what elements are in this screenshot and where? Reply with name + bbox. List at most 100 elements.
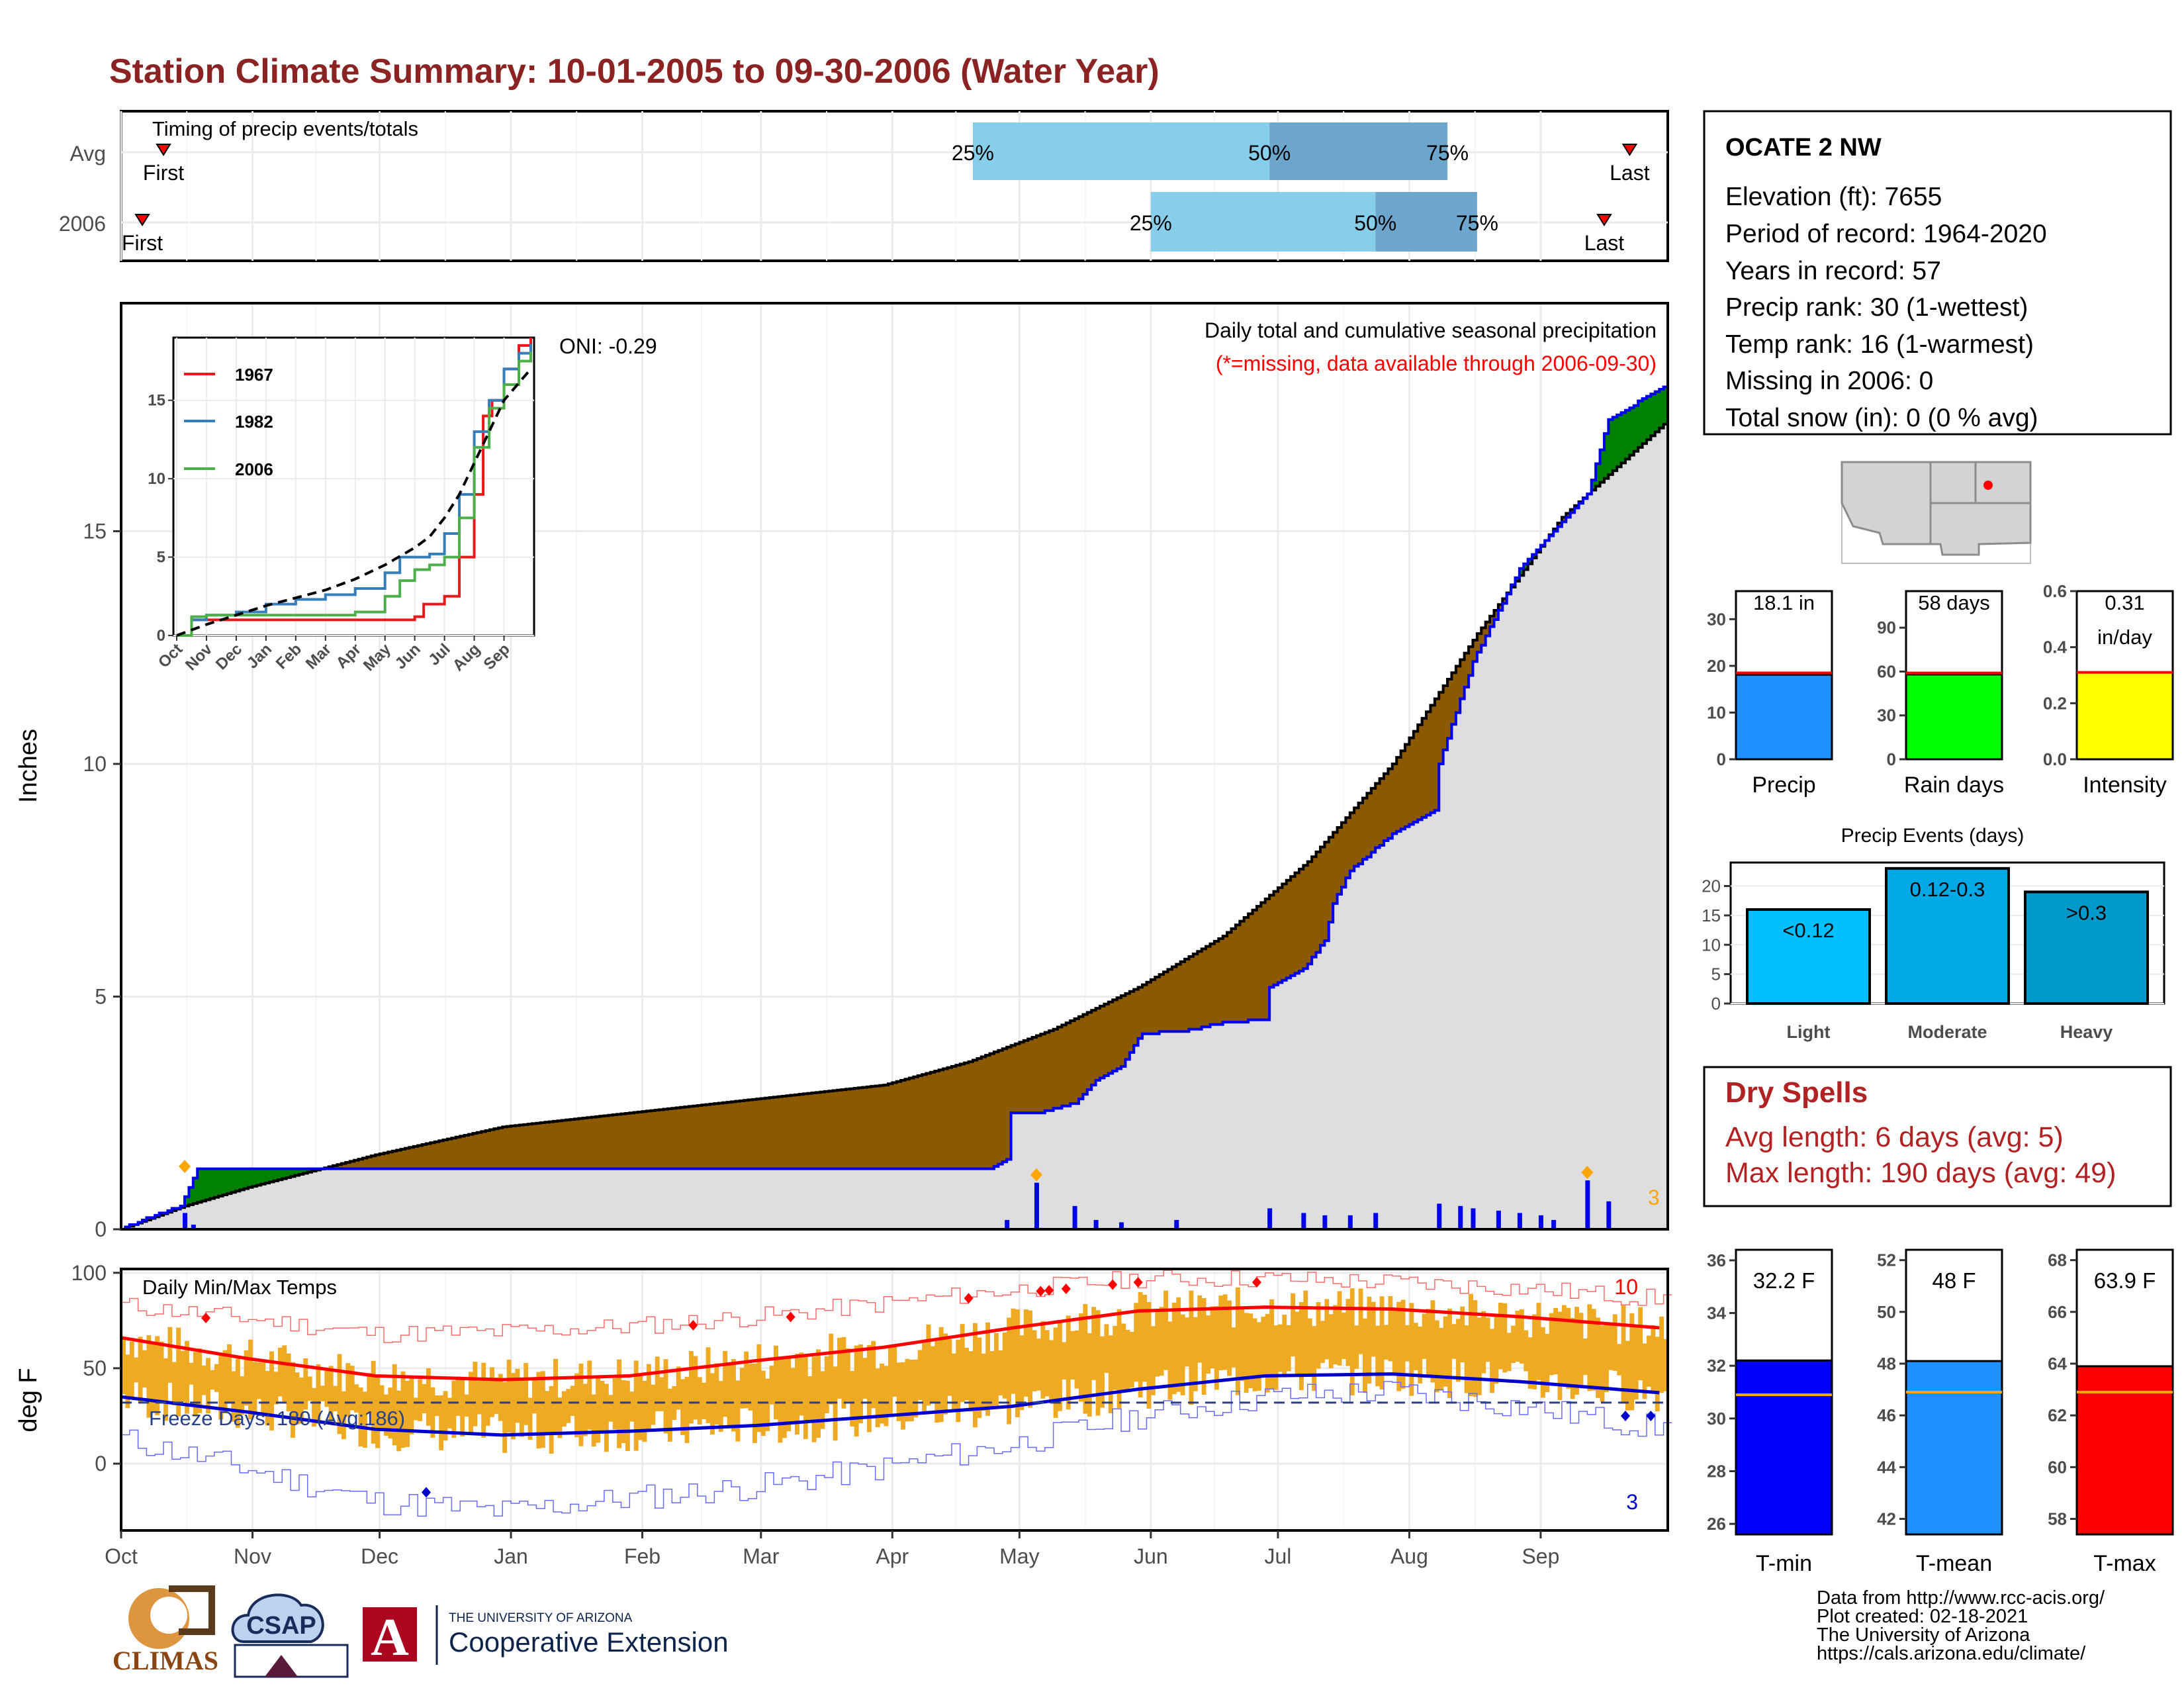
month-tick-label: Apr (876, 1544, 909, 1568)
precip-y-axis: 0 5 10 15 (83, 519, 121, 1241)
drier-band (688, 1106, 694, 1169)
quartile-label: 25% (952, 141, 994, 165)
timing-row-label-2006: 2006 (59, 212, 106, 236)
drier-band (1430, 705, 1435, 813)
drier-band (333, 1165, 338, 1169)
daily-temp-bar (752, 1363, 757, 1443)
temp-summary-tick-label: 62 (2048, 1405, 2067, 1425)
daily-temp-bar (1113, 1325, 1118, 1390)
drier-band (1303, 865, 1308, 969)
summary-bar (2075, 671, 2174, 761)
drier-band (934, 1070, 940, 1169)
daily-temp-bar (930, 1346, 935, 1403)
temp-summary-label: T-mean (1916, 1551, 1992, 1576)
daily-precip-bar (1551, 1219, 1557, 1229)
daily-temp-bar (570, 1385, 575, 1416)
daily-temp-bar (981, 1353, 986, 1411)
wetter-band (231, 1168, 236, 1193)
daily-temp-bar (231, 1371, 236, 1422)
daily-temp-bar (1171, 1302, 1177, 1395)
drier-band (392, 1150, 397, 1169)
drier-band (383, 1152, 388, 1169)
daily-temp-bar (786, 1358, 792, 1432)
daily-temp-bar (1002, 1332, 1007, 1399)
daily-temp-bar (150, 1342, 156, 1412)
daily-temp-bar (240, 1376, 245, 1415)
wetter-band (1633, 405, 1639, 451)
daily-temp-bar (1481, 1311, 1486, 1374)
events-tick-label: 10 (1702, 935, 1721, 955)
drier-band (358, 1159, 363, 1169)
drier-band (1079, 1016, 1084, 1100)
daily-temp-bar (418, 1379, 423, 1421)
drier-band (1363, 798, 1368, 860)
drier-band (854, 1088, 859, 1169)
daily-temp-bar (1189, 1290, 1194, 1405)
summary-tick-label: 0.2 (2043, 693, 2067, 713)
temp-summary-value: 48 F (1932, 1268, 1976, 1293)
daily-temp-bar (578, 1363, 584, 1446)
summary-label: Precip (1752, 773, 1815, 798)
precip-daily-bars (179, 1160, 1612, 1229)
drier-band (1561, 517, 1567, 522)
temp-summary-tick-label: 60 (2048, 1457, 2067, 1477)
drier-band (1498, 604, 1503, 610)
daily-temp-bar (451, 1380, 457, 1438)
drier-band (799, 1094, 804, 1169)
daily-temp-bar (1469, 1293, 1473, 1396)
daily-temp-bar (1388, 1295, 1393, 1362)
cumulative-fill (121, 424, 1668, 1229)
daily-temp-bar (727, 1363, 732, 1426)
daily-temp-bar (977, 1337, 982, 1419)
record-high-marker (964, 1293, 974, 1304)
drier-band (998, 1050, 1003, 1164)
drier-band (1354, 808, 1359, 867)
daily-temp-bar (163, 1358, 168, 1421)
daily-temp-bar (1460, 1306, 1465, 1363)
daily-temp-bar (1591, 1309, 1596, 1391)
daily-temp-bar (604, 1383, 609, 1452)
daily-temp-bar (1210, 1306, 1215, 1369)
daily-temp-bar (532, 1380, 537, 1414)
drier-band (1426, 712, 1432, 816)
station-line-6: Missing in 2006: 0 (1725, 367, 1933, 395)
drier-band (434, 1141, 439, 1169)
drier-band (1113, 1000, 1118, 1071)
climas-logo: CLIMAS (113, 1585, 218, 1675)
dry-spells-title: Dry Spells (1725, 1076, 1868, 1109)
drier-band (1443, 685, 1448, 750)
daily-temp-bar (545, 1391, 550, 1433)
inset-lines (176, 338, 532, 637)
drier-band (744, 1100, 749, 1169)
daily-temp-bar (1180, 1314, 1185, 1395)
daily-temp-bar (765, 1378, 770, 1431)
event-bar (1885, 867, 2010, 1005)
daily-precip-bar (1005, 1219, 1010, 1229)
drier-band (1197, 951, 1203, 1029)
daily-temp-bar (934, 1340, 940, 1423)
daily-temp-bar (871, 1340, 876, 1409)
daily-temp-bar (481, 1362, 486, 1438)
drier-band (1180, 961, 1185, 1032)
daily-temp-bar (1079, 1313, 1083, 1402)
daily-temp-bar (1604, 1323, 1609, 1392)
daily-temp-bar (1498, 1303, 1503, 1370)
drier-band (659, 1109, 664, 1169)
drier-band (981, 1056, 986, 1169)
daily-temp-bar (887, 1346, 893, 1415)
drier-band (1227, 932, 1232, 1023)
summary-tick-label: 0 (1717, 749, 1726, 769)
climas-text: CLIMAS (113, 1646, 218, 1675)
daily-temp-bar (498, 1374, 503, 1421)
drier-band (1439, 692, 1444, 764)
drier-band (511, 1125, 516, 1169)
daily-temp-bar (1553, 1307, 1559, 1375)
footer-credits: Data from http://www.rcc-acis.org/ Plot … (1817, 1587, 2105, 1664)
drier-band (901, 1080, 906, 1169)
daily-temp-bar (1430, 1300, 1435, 1383)
quartile-bar-lower (972, 122, 1270, 180)
daily-temp-bar (938, 1327, 944, 1423)
drier-band (1358, 803, 1363, 865)
wetter-band (286, 1168, 291, 1178)
daily-temp-bar (193, 1352, 198, 1417)
